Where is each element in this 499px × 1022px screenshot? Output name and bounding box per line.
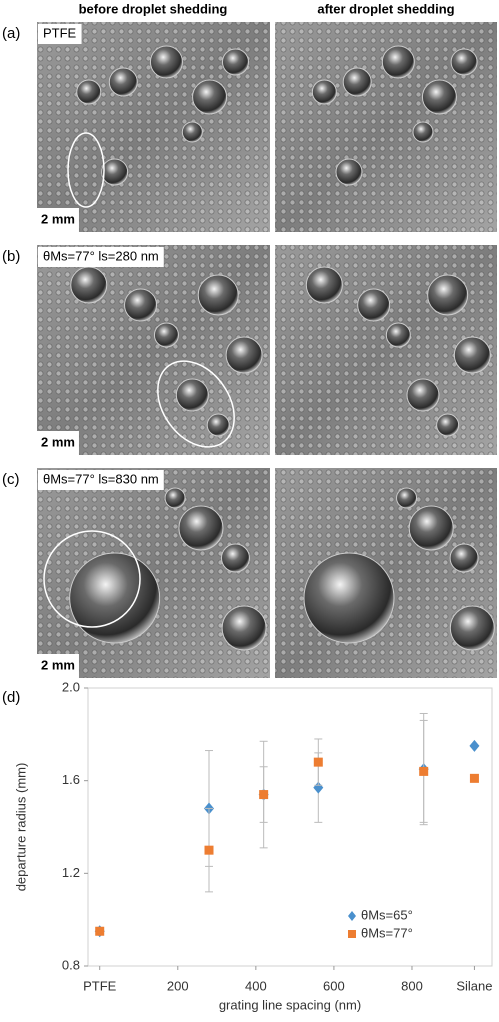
data-point	[419, 767, 428, 776]
droplet	[358, 289, 390, 321]
y-tick-label: 1.6	[62, 772, 80, 787]
droplet	[428, 275, 468, 315]
panel-label: (c)	[2, 471, 20, 488]
droplet	[102, 159, 128, 185]
droplet	[422, 80, 456, 114]
droplet	[193, 80, 227, 114]
panel-label: (d)	[2, 689, 20, 706]
droplet	[154, 323, 178, 347]
droplet	[336, 159, 362, 185]
legend-label: θMs=65°	[361, 907, 413, 922]
x-tick-label: PTFE	[83, 978, 117, 993]
droplet	[382, 46, 414, 78]
droplet	[450, 544, 478, 572]
droplet	[226, 337, 262, 373]
droplet	[222, 49, 248, 75]
legend-label: θMs=77°	[361, 925, 413, 940]
data-point	[95, 927, 104, 936]
y-tick-label: 0.8	[62, 957, 80, 972]
droplet	[125, 289, 157, 321]
droplet	[150, 46, 182, 78]
droplet	[182, 122, 202, 142]
column-header: before droplet shedding	[79, 1, 228, 16]
droplet	[71, 267, 107, 303]
droplet	[306, 267, 342, 303]
x-tick-label: Silane	[456, 978, 492, 993]
droplet	[437, 414, 459, 436]
droplet	[343, 68, 371, 96]
panel-label: (b)	[2, 248, 20, 265]
droplet	[454, 337, 490, 373]
scale-bar-label: 2 mm	[41, 211, 75, 226]
x-tick-label: 400	[245, 978, 267, 993]
droplet	[77, 80, 101, 104]
droplet	[450, 606, 494, 650]
y-tick-label: 1.2	[62, 865, 80, 880]
panel-annotation: θMs=77° ls=280 nm	[43, 248, 159, 263]
panel-annotation: θMs=77° ls=830 nm	[43, 471, 159, 486]
data-point	[259, 790, 268, 799]
panel-label: (a)	[2, 25, 20, 42]
y-tick-label: 2.0	[62, 679, 80, 694]
droplet	[70, 553, 160, 643]
droplet	[165, 488, 185, 508]
panel-annotation: PTFE	[43, 25, 77, 40]
data-point	[469, 740, 479, 752]
figure: before droplet shedding after droplet sh…	[0, 0, 499, 1017]
droplet	[207, 414, 229, 436]
plot-frame	[88, 688, 492, 966]
x-tick-label: 200	[167, 978, 189, 993]
scale-bar-label: 2 mm	[41, 657, 75, 672]
droplet	[407, 379, 439, 411]
droplet	[397, 488, 417, 508]
droplet	[451, 49, 477, 75]
x-axis-title: grating line spacing (nm)	[219, 997, 361, 1012]
droplet	[413, 122, 433, 142]
droplet	[222, 606, 266, 650]
legend-marker	[348, 930, 356, 938]
scale-bar-label: 2 mm	[41, 434, 75, 449]
legend-marker	[348, 911, 356, 921]
x-tick-label: 600	[323, 978, 345, 993]
droplet	[109, 68, 137, 96]
column-header: after droplet shedding	[317, 1, 454, 16]
x-tick-label: 800	[401, 978, 423, 993]
droplet	[179, 506, 223, 550]
data-point	[314, 758, 323, 767]
data-point	[470, 774, 479, 783]
droplet	[221, 544, 249, 572]
droplet	[409, 506, 453, 550]
droplet	[386, 323, 410, 347]
droplet	[176, 379, 208, 411]
droplet	[304, 553, 394, 643]
droplet	[312, 80, 336, 104]
droplet	[198, 275, 238, 315]
data-point	[205, 846, 214, 855]
y-axis-title: departure radius (mm)	[13, 763, 28, 892]
